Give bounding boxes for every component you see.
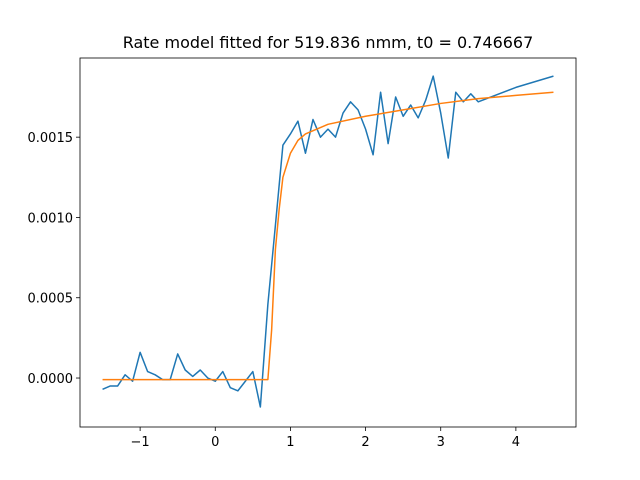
- x-tick-label: 4: [512, 435, 520, 450]
- y-tick-label: 0.0000: [28, 372, 74, 387]
- x-tick-label: 0: [211, 435, 219, 450]
- x-tick-label: 2: [361, 435, 369, 450]
- chart-title: Rate model fitted for 519.836 nmm, t0 = …: [123, 33, 534, 52]
- data-line: [102, 91, 554, 381]
- x-tick-label: −1: [131, 435, 150, 450]
- axes-frame: [79, 57, 577, 428]
- x-tick-label: 3: [437, 435, 445, 450]
- y-tick-label: 0.0010: [28, 211, 74, 226]
- y-tick-label: 0.0015: [28, 131, 74, 146]
- y-tick-label: 0.0005: [28, 292, 74, 307]
- x-tick-label: 1: [286, 435, 294, 450]
